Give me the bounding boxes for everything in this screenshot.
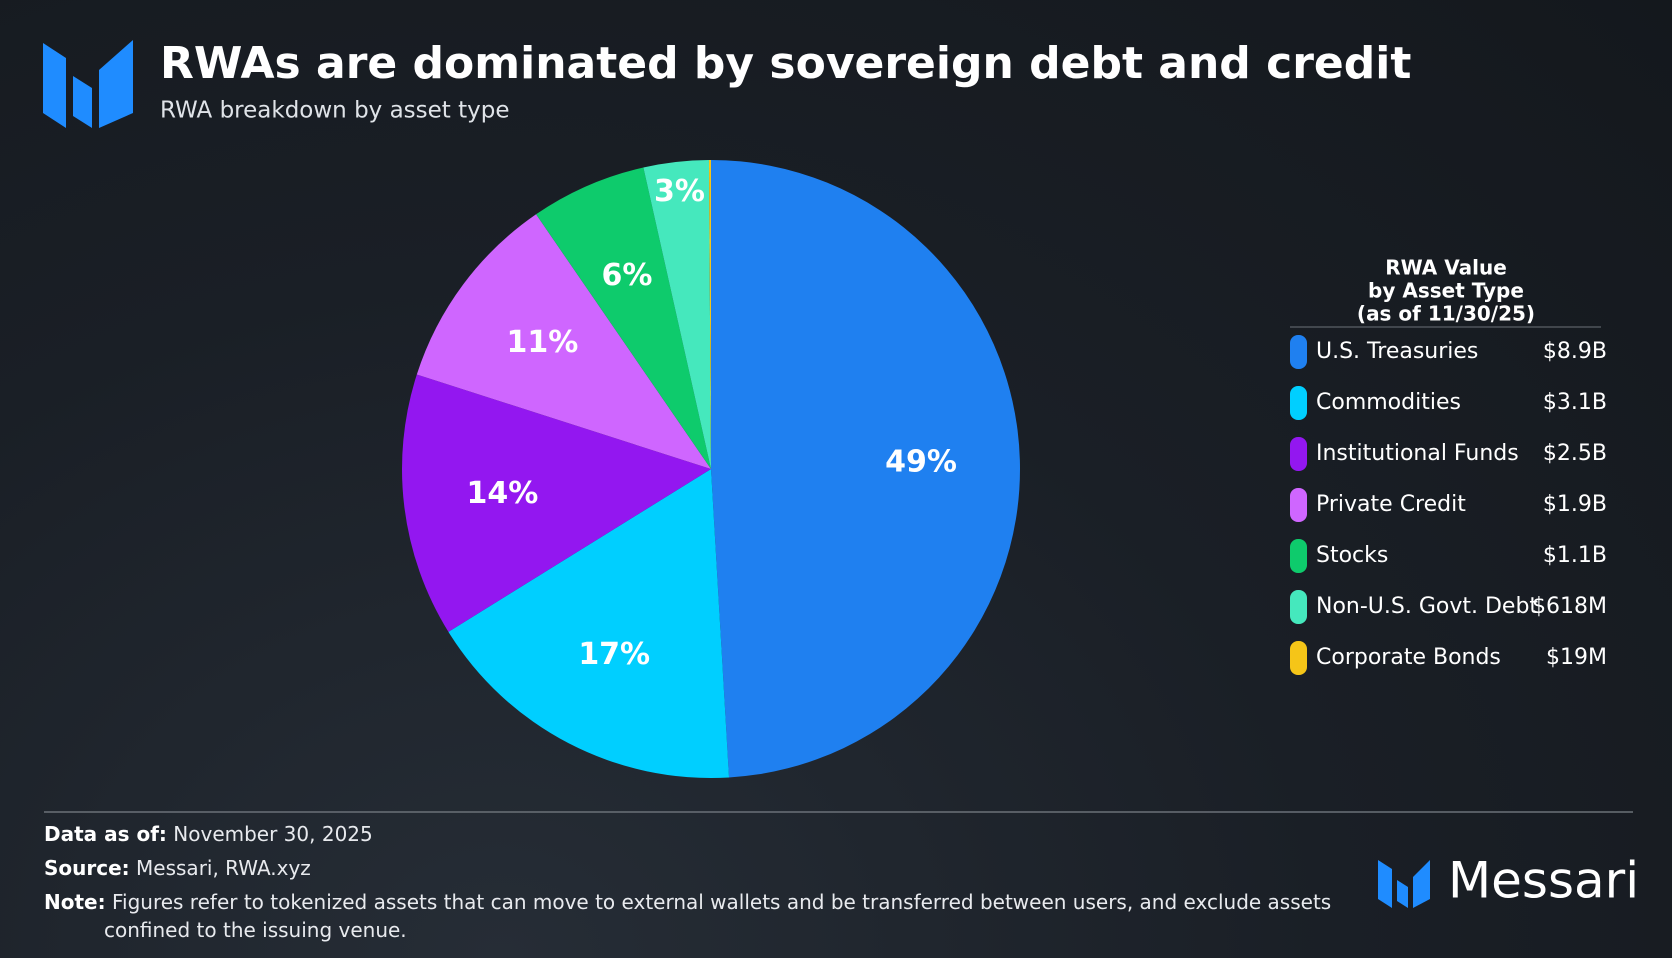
pie-slice xyxy=(536,167,711,470)
value: November 30, 2025 xyxy=(173,822,373,846)
note: confined to the issuing venue. xyxy=(104,918,407,942)
note: Note: Figures refer to tokenized assets … xyxy=(44,890,1331,914)
legend-swatch xyxy=(1290,539,1307,573)
legend-swatch xyxy=(1290,437,1307,471)
legend-swatch xyxy=(1290,488,1307,522)
legend-label: U.S. Treasuries xyxy=(1316,339,1478,364)
title: RWAs are dominated by sovereign debt and… xyxy=(160,38,1411,89)
legend-value: $1.1B xyxy=(1543,543,1607,568)
note-line: confined to the issuing venue. xyxy=(104,918,407,942)
slice-label: 49% xyxy=(885,444,957,479)
pie-slice xyxy=(401,374,711,632)
logo xyxy=(43,40,133,128)
source: Source: Messari, RWA.xyz xyxy=(44,856,311,880)
legend-label: Non-U.S. Govt. Debt xyxy=(1316,594,1538,619)
legend-label: Commodities xyxy=(1316,390,1461,415)
value: Messari, RWA.xyz xyxy=(136,856,311,880)
legend-value: $618M xyxy=(1532,594,1607,619)
legend-title: by Asset Type xyxy=(1368,279,1524,303)
brand-logo xyxy=(1378,860,1430,908)
pie-slice xyxy=(643,160,711,469)
legend-swatch xyxy=(1290,386,1307,420)
legend-label: Private Credit xyxy=(1316,492,1466,517)
legend-value: $1.9B xyxy=(1543,492,1607,517)
slice-label: 6% xyxy=(602,258,653,293)
legend-swatch xyxy=(1290,590,1307,624)
legend-label: Stocks xyxy=(1316,543,1388,568)
pie-slice xyxy=(448,469,730,778)
legend-value: $3.1B xyxy=(1543,390,1607,415)
legend-value: $2.5B xyxy=(1543,441,1607,466)
legend-title: RWA Value xyxy=(1385,256,1507,280)
pie-slice xyxy=(416,214,711,469)
slice-label: 11% xyxy=(507,325,579,360)
slice-label: 17% xyxy=(578,637,650,672)
legend-label: Corporate Bonds xyxy=(1316,645,1501,670)
slice-label: 14% xyxy=(467,476,539,511)
pie-slice xyxy=(711,160,1021,778)
legend-value: $19M xyxy=(1546,645,1607,670)
brand: Messari xyxy=(1448,852,1639,910)
data-as-of: Data as of: November 30, 2025 xyxy=(44,822,373,846)
slice-label: 3% xyxy=(654,174,705,209)
subtitle: RWA breakdown by asset type xyxy=(160,98,510,124)
label: Data as of: xyxy=(44,822,167,846)
label: Note: xyxy=(44,890,106,914)
label: Source: xyxy=(44,856,130,880)
legend-title: (as of 11/30/25) xyxy=(1357,302,1535,326)
pie-slice xyxy=(708,160,711,469)
note-line: Figures refer to tokenized assets that c… xyxy=(111,890,1332,914)
legend-label: Institutional Funds xyxy=(1316,441,1519,466)
legend-swatch xyxy=(1290,335,1307,369)
legend-value: $8.9B xyxy=(1543,339,1607,364)
legend-swatch xyxy=(1290,641,1307,675)
